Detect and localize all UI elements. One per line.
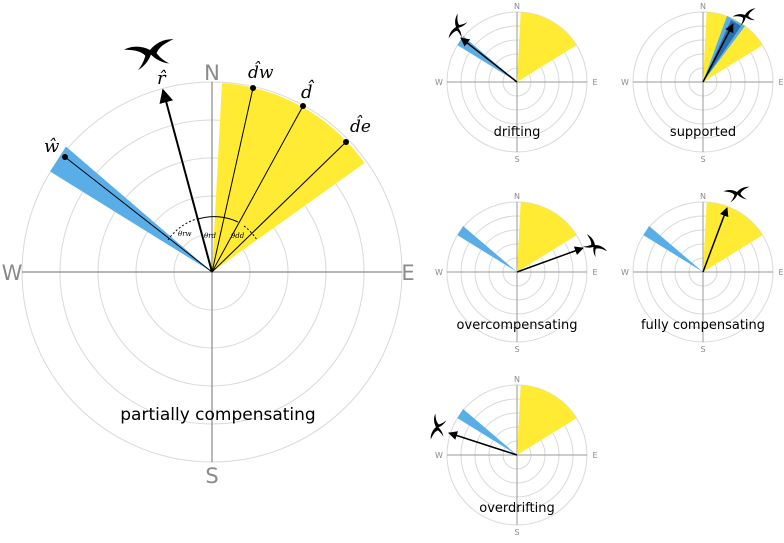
panel-overdrifting: N E S W overdrifting [430,375,598,537]
supported-west-label: W [621,78,629,87]
supported-north-label: N [700,2,706,11]
fully-compensating-north-label: N [700,192,706,201]
overdrifting-west-label: W [435,451,443,460]
main-destination-sector [212,83,365,272]
main-d-line [211,105,304,273]
main-north-label: N [204,61,220,85]
fully-compensating-west-label: W [621,268,629,277]
main-heading-arrow [159,88,213,273]
theta-dd-label: θdd [231,232,245,240]
overdrifting-caption: overdrifting [479,501,555,516]
main-de-line [211,141,347,273]
overcompensating-south-label: S [514,345,519,354]
theta-rd-arc [197,216,239,223]
main-west-label: W [2,261,23,285]
theta-dd-arc [243,225,258,241]
d-hat-label: d̂ [301,78,315,103]
main-dw-line [211,87,254,273]
main-east-label: E [401,261,414,285]
d-e-hat-label: d̂e [350,115,371,137]
main-wind-dot [62,154,68,160]
drifting-west-label: W [435,78,443,87]
supported-heading-arrow [702,23,734,83]
r-hat-label: r̂ [157,68,167,89]
main-caption: partially compensating [120,405,315,425]
drifting-bird-icon [448,13,469,43]
d-w-hat-label: d̂w [248,61,274,83]
overcompensating-caption: overcompensating [457,318,578,333]
overcompensating-west-label: W [435,268,443,277]
main-de-dot [343,139,349,145]
panel-drifting: N E S W drifting [435,2,597,164]
w-hat-label: ŵ [44,136,60,157]
drifting-south-label: S [514,155,519,164]
drifting-heading-arrow [460,37,518,83]
overdrifting-south-label: S [514,528,519,537]
overcompensating-east-label: E [592,268,597,277]
supported-east-label: E [778,78,783,87]
main-polar-panel: r̂ ŵ d̂w d̂ d̂e θrw θrd θdd N E S W part… [2,38,415,488]
drifting-caption: drifting [494,125,541,140]
fully-compensating-heading-arrow [702,207,729,273]
overcompensating-heading-arrow [516,246,584,273]
overcompensating-north-label: N [514,192,520,201]
overdrifting-bird-icon [430,413,448,442]
overdrifting-heading-arrow [448,431,518,456]
supported-south-label: S [700,155,705,164]
drifting-north-label: N [514,2,520,11]
overdrifting-north-label: N [514,375,520,384]
panel-fully-compensating: N E S W fully compensating [621,186,784,354]
panel-supported: N E S W supported [621,2,783,164]
fully-compensating-bird-icon [723,186,752,204]
theta-rd-label: θrd [204,232,217,240]
overcompensating-bird-icon [579,233,608,261]
main-dw-dot [250,85,256,91]
fully-compensating-south-label: S [700,345,705,354]
main-bird-icon [123,38,179,73]
fully-compensating-east-label: E [778,268,783,277]
main-south-label: S [205,464,218,488]
overdrifting-east-label: E [592,451,597,460]
main-d-dot [300,103,306,109]
drifting-east-label: E [592,78,597,87]
fully-compensating-caption: fully compensating [641,318,765,333]
supported-caption: supported [670,125,736,140]
theta-rw-label: θrw [178,230,192,238]
panel-overcompensating: N E S W overcompensating [435,192,608,354]
main-wind-line [64,156,213,273]
